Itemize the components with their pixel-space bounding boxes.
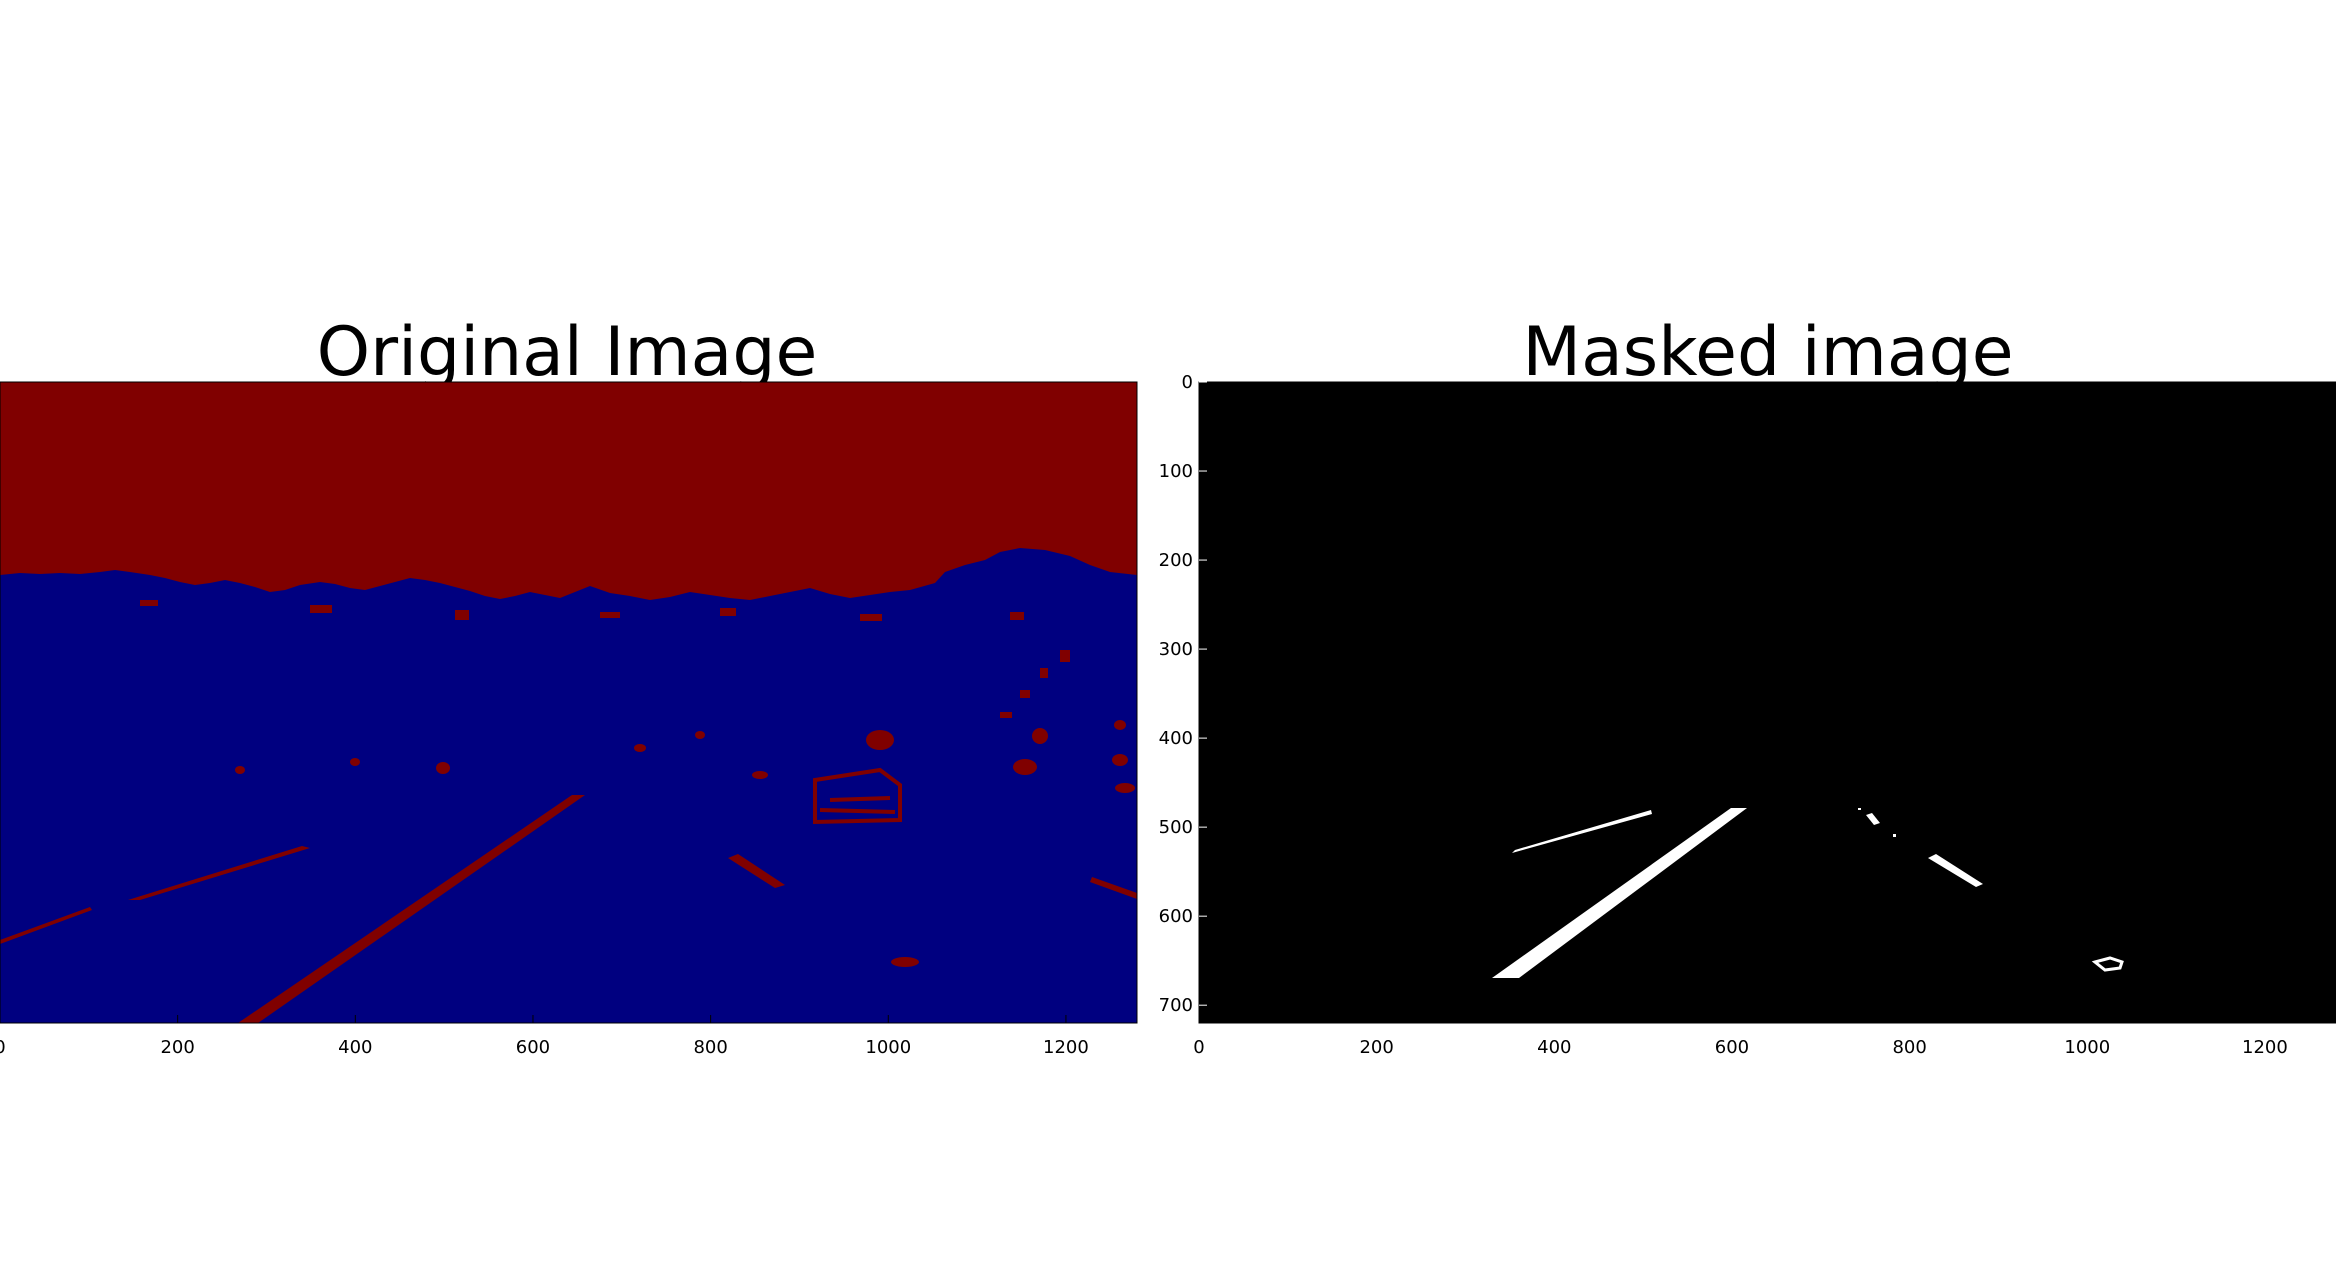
original-image-lane-right [728, 854, 785, 888]
masked-dot-a [1893, 834, 1896, 837]
original-image-frame [0, 381, 1138, 1024]
x-tick-label: 0 [1193, 1037, 1204, 1058]
masked-image-background [1199, 382, 2336, 1023]
masked-image [1198, 381, 2336, 1024]
y-tick-label: 0 [1182, 372, 1193, 393]
y-tick-label: 500 [1159, 817, 1193, 838]
x-tick-label: 600 [1715, 1037, 1749, 1058]
x-tick-label: 0 [0, 1037, 6, 1058]
y-tick-label: 700 [1159, 995, 1193, 1016]
x-tick-label: 600 [516, 1037, 550, 1058]
masked-image-frame [1198, 381, 2336, 1024]
y-tick-label: 400 [1159, 728, 1193, 749]
masked-lane-dashed-left [1512, 810, 1652, 853]
original-image-sky-region [0, 382, 1137, 600]
x-tick-label: 400 [1537, 1037, 1571, 1058]
y-tick-label: 600 [1159, 906, 1193, 927]
x-tick-label: 1000 [2064, 1037, 2110, 1058]
panel-1-x-axis: 0 200 400 600 800 1000 1200 [0, 1015, 1089, 1058]
panel-2-x-axis: 0 200 400 600 800 1000 1200 [1193, 1015, 2288, 1058]
original-image-lane-far-right [1090, 877, 1137, 899]
original-image-lane-left [238, 795, 585, 1023]
masked-blob [2091, 956, 2124, 972]
x-tick-label: 800 [1892, 1037, 1926, 1058]
masked-dot-b [1858, 808, 1861, 810]
original-image-car [813, 767, 902, 825]
masked-lane-right-small [1866, 813, 1880, 825]
original-image-speckles [140, 600, 1135, 967]
panel-1-title: Original Image [317, 313, 818, 392]
x-tick-label: 400 [338, 1037, 372, 1058]
panel-2-title: Masked image [1522, 313, 2013, 392]
x-tick-label: 800 [693, 1037, 727, 1058]
x-tick-label: 200 [1359, 1037, 1393, 1058]
x-tick-label: 1000 [865, 1037, 911, 1058]
panel-2-y-axis: 0 100 200 300 400 500 600 700 [1159, 372, 1207, 1016]
y-tick-label: 200 [1159, 550, 1193, 571]
original-image-lane-far-left [0, 907, 92, 944]
masked-lane-left [1492, 808, 1747, 978]
original-image-lane-left-dashed [128, 846, 310, 900]
x-tick-label: 200 [160, 1037, 194, 1058]
y-tick-label: 100 [1159, 461, 1193, 482]
original-image [0, 381, 1138, 1024]
x-tick-label: 1200 [1043, 1037, 1089, 1058]
y-tick-label: 300 [1159, 639, 1193, 660]
masked-lane-right [1928, 854, 1983, 887]
x-tick-label: 1200 [2242, 1037, 2288, 1058]
